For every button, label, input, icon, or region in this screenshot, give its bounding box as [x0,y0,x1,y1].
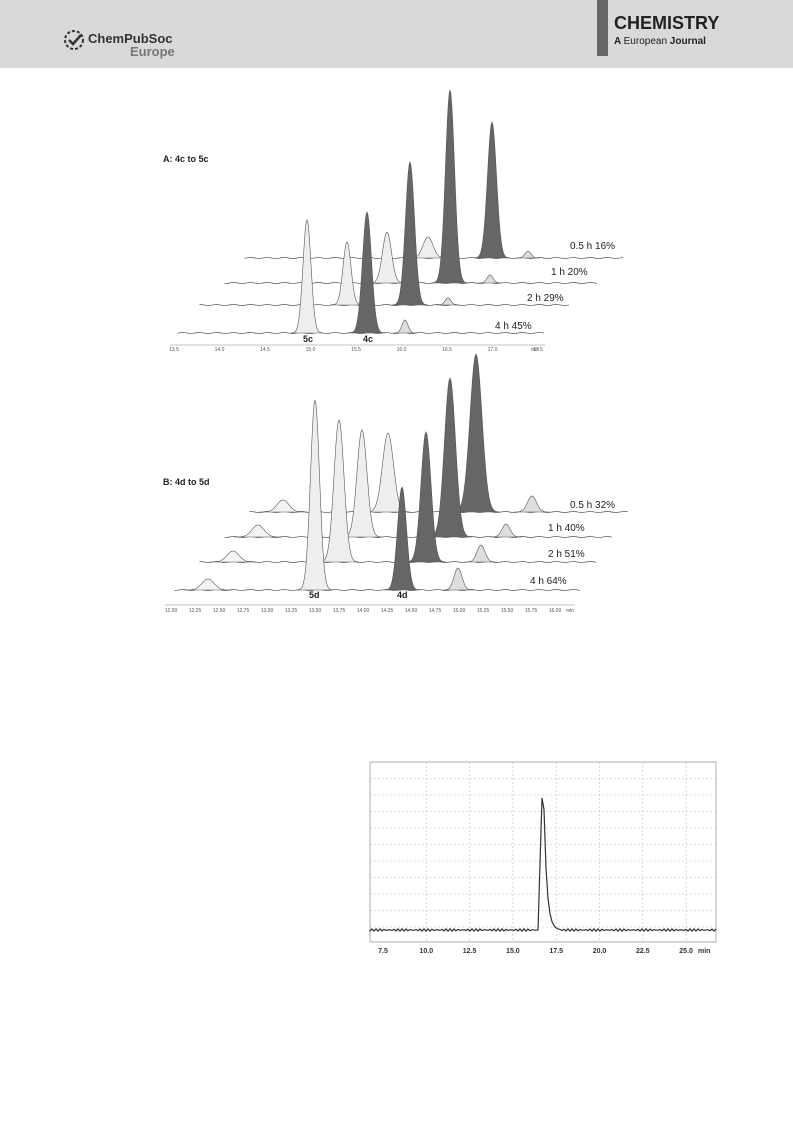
x-tick-label: 13.00 [261,608,274,614]
panel-title: A: 4c to 5c [163,154,209,164]
peak [290,219,324,334]
peak [393,319,417,334]
peak [451,353,501,513]
society-region: Europe [130,44,175,59]
peak-label: 5d [309,590,320,600]
peak [427,377,473,538]
peak [516,250,540,259]
x-tick-label: 13.25 [285,608,298,614]
peak [473,121,511,259]
peak [405,431,447,563]
x-tick-label: 12.50 [213,608,226,614]
x-tick-label: 15.75 [525,608,538,614]
x-tick-label: 10.0 [419,948,433,955]
axis-unit: min [566,608,574,614]
baseline [199,303,570,307]
peak [184,578,232,591]
trace-label: 0.5 h 32% [570,500,615,511]
baseline [174,588,581,592]
peak [436,297,460,306]
panel-c: 7.5 10.0 12.5 15.0 17.5 20.0 22.5 25.0 min [369,761,717,955]
x-tick-label: 14.25 [381,608,394,614]
x-tick-label: 12.00 [165,608,178,614]
panel-title: B: 4d to 5d [163,477,210,487]
x-tick-label: 17.0 [488,347,498,353]
sub1: European [624,36,667,47]
peak [296,399,334,591]
axis-unit: min [698,948,710,955]
peak [431,89,469,284]
x-tick-label: 15.0 [506,948,520,955]
x-tick-label: 16.0 [397,347,407,353]
journal-title: CHEMISTRY [614,13,719,33]
peak-label: 4d [397,590,408,600]
x-tick-label: 14.75 [429,608,442,614]
x-tick-label: 16.00 [549,608,562,614]
logo-mark [64,30,84,50]
trace-label: 4 h 45% [495,321,532,332]
x-tick-label: 15.0 [306,347,316,353]
x-tick-label: 16.5 [442,347,452,353]
panel-a: A: 4c to 5c 5c 4c 0.5 h 16% 1 h 20% 2 h 29… [163,89,624,353]
trace [369,797,717,933]
peak [369,231,405,284]
x-tick-label: 14.00 [357,608,370,614]
x-tick-label: 17.5 [549,948,563,955]
baseline [177,331,545,335]
x-tick-label: 14.5 [260,347,270,353]
peak [331,241,363,306]
peak [234,524,282,538]
journal-subtitle: A European Journal [614,36,706,47]
x-tick-label: 25.0 [679,948,693,955]
x-tick-label: 12.75 [237,608,250,614]
plot-frame [369,761,717,943]
x-tick-label: 14.50 [405,608,418,614]
trace-label: 2 h 51% [548,549,585,560]
x-tick-label: 12.5 [463,948,477,955]
trace-label: 1 h 40% [548,523,585,534]
x-tick-label: 14.0 [215,347,225,353]
peak-label: 5c [303,334,313,344]
x-tick-label: 20.0 [593,948,607,955]
peak [348,211,386,334]
sub2: Journal [670,36,706,47]
trace-label: 4 h 64% [530,576,567,587]
x-tick-label: 13.75 [333,608,346,614]
x-tick-label: 15.5 [351,347,361,353]
x-tick-label: 15.25 [477,608,490,614]
trace-label: 0.5 h 16% [570,241,615,252]
x-tick-label: 15.50 [501,608,514,614]
x-tick-label: 7.5 [378,948,388,955]
peak [383,486,421,591]
society-name: ChemPubSoc [88,31,173,46]
axis-unit: min [531,347,539,353]
peak [209,550,257,563]
peak [478,274,502,284]
header-band [0,0,793,68]
peak [318,419,360,563]
trace-label: 1 h 20% [551,267,588,278]
peak [259,499,307,513]
peak [442,567,474,591]
x-tick-label: 13.50 [309,608,322,614]
peak-label: 4c [363,334,373,344]
trace-label: 2 h 29% [527,293,564,304]
peak [514,495,550,513]
peak [341,429,383,538]
x-tick-label: 17.5 [533,347,543,353]
x-tick-label: 13.5 [169,347,179,353]
prefix: A [614,36,621,47]
peak [490,523,522,538]
peak [391,161,429,306]
logo-check [68,34,82,46]
x-tick-label: 15.00 [453,608,466,614]
journal-bar [597,0,608,56]
x-tick-label: 12.25 [189,608,202,614]
x-tick-label: 22.5 [636,948,650,955]
peak [465,544,497,563]
panel-b: B: 4d to 5d 5d 4d 0.5 h 32% 1 h 40% 2 h 51… [163,353,629,614]
